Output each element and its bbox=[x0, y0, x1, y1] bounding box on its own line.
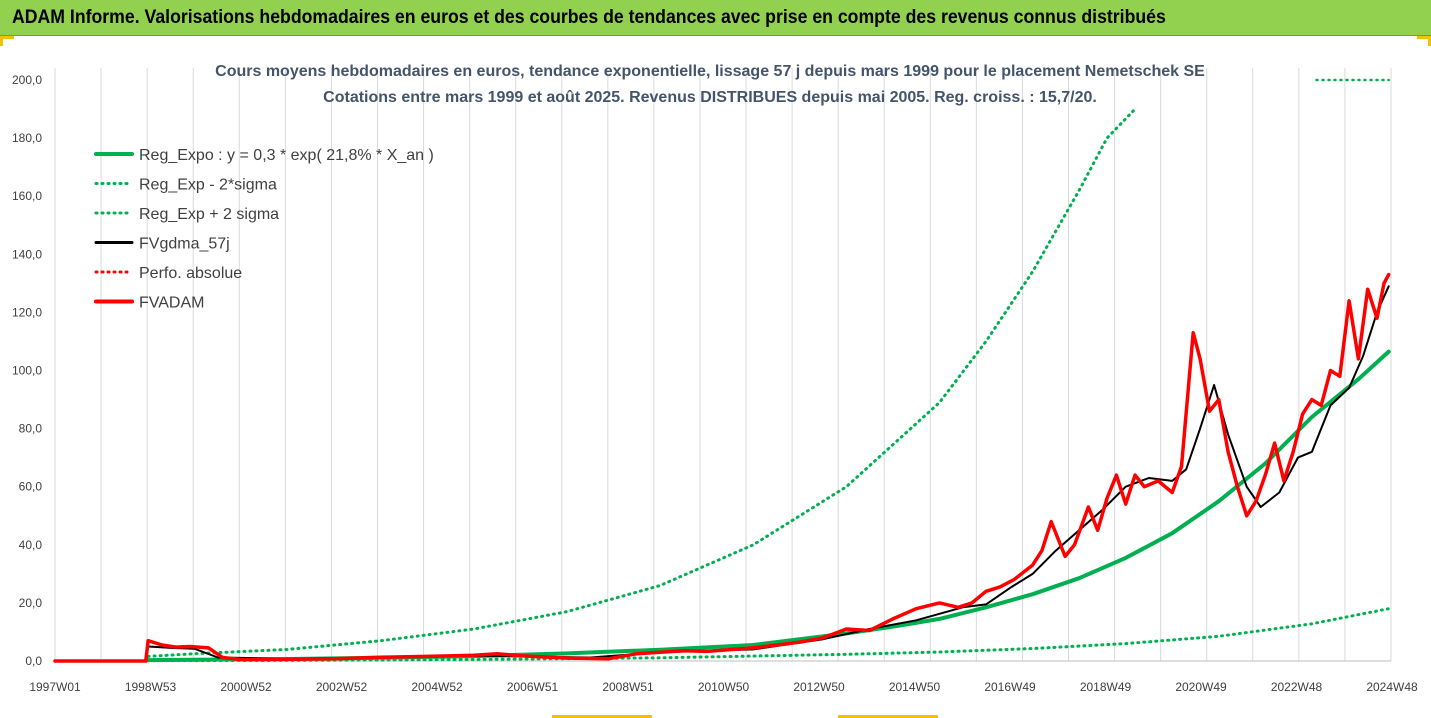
x-tick-label: 2016W49 bbox=[984, 680, 1036, 694]
x-tick-label: 2012W50 bbox=[793, 680, 845, 694]
y-tick-label: 40,0 bbox=[19, 538, 43, 552]
legend-label: Reg_Exp + 2 sigma bbox=[139, 206, 279, 223]
y-tick-label: 100,0 bbox=[12, 364, 42, 378]
legend-label: Reg_Expo : y = 0,3 * exp( 21,8% * X_an ) bbox=[139, 147, 434, 164]
legend-label: Perfo. absolue bbox=[139, 265, 242, 282]
price-chart: 0,0 20,0 40,0 60,0 80,0 100,0 120,0 140,0 160,0 1… bbox=[12, 63, 1418, 694]
x-tick-label: 2002W52 bbox=[316, 680, 368, 694]
y-tick-label: 20,0 bbox=[19, 596, 43, 610]
reg-exp-minus-2sigma-line bbox=[146, 607, 1391, 663]
corner-marker-left bbox=[0, 36, 14, 39]
x-tick-label: 2006W51 bbox=[507, 680, 559, 694]
y-tick-label: 140,0 bbox=[12, 247, 42, 261]
chart-grid bbox=[54, 68, 1392, 661]
legend-label: Reg_Exp - 2*sigma bbox=[139, 177, 277, 194]
x-tick-label: 2022W48 bbox=[1271, 680, 1323, 694]
y-tick-label: 180,0 bbox=[12, 131, 42, 145]
x-axis: 1997W01 1998W53 2000W52 2002W52 2004W52 2006W… bbox=[29, 660, 1418, 694]
legend-label: FVADAM bbox=[139, 295, 204, 312]
y-tick-label: 60,0 bbox=[19, 480, 43, 494]
bottom-marker-left bbox=[552, 715, 652, 718]
x-tick-label: 2004W52 bbox=[411, 680, 463, 694]
y-tick-label: 80,0 bbox=[19, 422, 43, 436]
chart-legend: Reg_Expo : y = 0,3 * exp( 21,8% * X_an )… bbox=[94, 147, 434, 312]
y-tick-label: 200,0 bbox=[12, 73, 42, 87]
fvadam-line bbox=[53, 272, 1391, 663]
report-title: ADAM Informe. Valorisations hebdomadaire… bbox=[12, 6, 1166, 28]
legend-label: FVgdma_57j bbox=[139, 236, 230, 253]
y-tick-label: 120,0 bbox=[12, 305, 42, 319]
chart-title: Cours moyens hebdomadaires en euros, ten… bbox=[215, 63, 1205, 106]
corner-marker-right-vertical bbox=[1428, 36, 1431, 46]
fvgdma-57j-line bbox=[54, 285, 1390, 662]
reg-exp-plus-2sigma-line bbox=[146, 107, 1137, 658]
x-tick-label: 2000W52 bbox=[220, 680, 272, 694]
x-tick-label: 2024W48 bbox=[1366, 680, 1418, 694]
y-tick-label: 160,0 bbox=[12, 189, 42, 203]
bottom-marker-right bbox=[838, 715, 938, 718]
report-banner: ADAM Informe. Valorisations hebdomadaire… bbox=[0, 0, 1431, 36]
corner-marker-left-vertical bbox=[0, 36, 3, 46]
reg-expo-line bbox=[143, 349, 1391, 663]
corner-marker-right bbox=[1417, 36, 1431, 39]
series-layer bbox=[53, 78, 1391, 663]
x-tick-label: 2018W49 bbox=[1080, 680, 1132, 694]
y-axis: 0,0 20,0 40,0 60,0 80,0 100,0 120,0 140,0 160,0 1… bbox=[12, 73, 42, 668]
chart-title-line: Cotations entre mars 1999 et août 2025. … bbox=[323, 89, 1097, 106]
x-tick-label: 2020W49 bbox=[1175, 680, 1227, 694]
x-tick-label: 2014W50 bbox=[889, 680, 941, 694]
y-tick-label: 0,0 bbox=[25, 654, 42, 668]
x-tick-label: 1997W01 bbox=[29, 680, 81, 694]
chart-title-line: Cours moyens hebdomadaires en euros, ten… bbox=[215, 63, 1205, 80]
x-tick-label: 2010W50 bbox=[698, 680, 750, 694]
x-tick-label: 1998W53 bbox=[125, 680, 177, 694]
x-tick-label: 2008W51 bbox=[602, 680, 654, 694]
